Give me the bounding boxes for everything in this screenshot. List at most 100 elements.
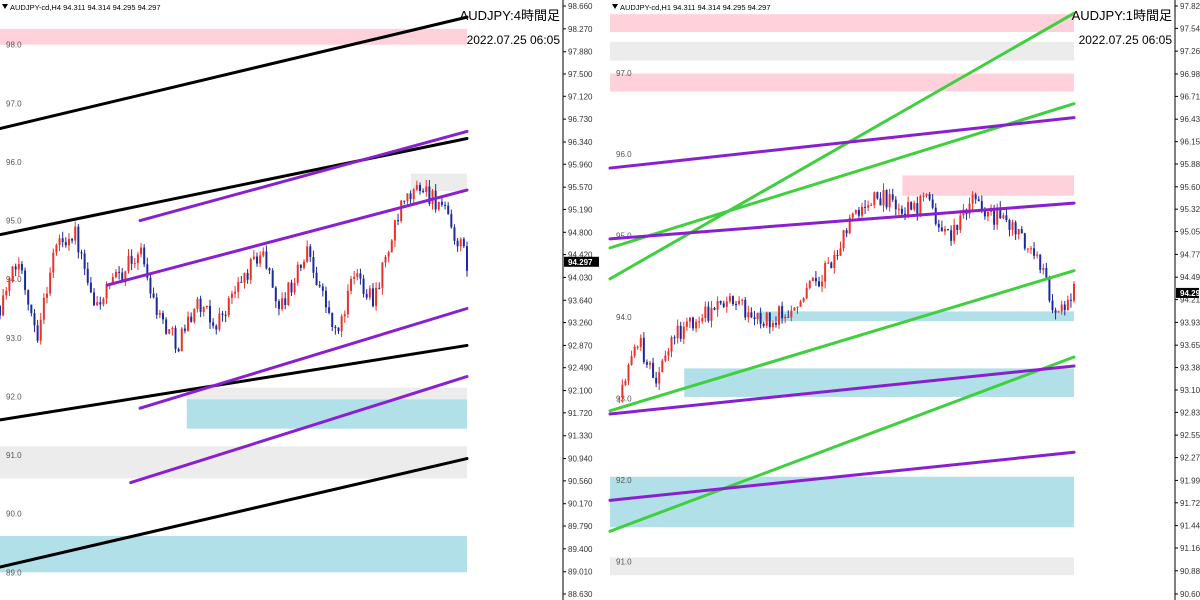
candle-body — [130, 255, 133, 264]
candle-body — [318, 285, 321, 287]
candle-body — [121, 272, 124, 283]
candle-body — [83, 253, 86, 269]
candle-body — [397, 220, 400, 222]
h1-chart-svg[interactable]: 97.0 96.0 95.0 94.0 93.0 92.0 91.0 97.820 97.545… — [607, 0, 1200, 600]
candle-body — [187, 316, 190, 331]
candle-body — [293, 282, 296, 293]
y-tick-label: 97.880 — [568, 48, 593, 57]
y-tick-label: 95.600 — [1180, 183, 1200, 192]
candle-body — [375, 287, 378, 307]
candle-body — [673, 337, 676, 339]
candle-body — [24, 270, 27, 291]
grid-level-label: 89.0 — [6, 568, 22, 577]
candle-body — [165, 319, 168, 334]
panel-divider — [600, 0, 607, 600]
candle-body — [111, 277, 114, 284]
candle-body — [1042, 268, 1045, 270]
candle-body — [102, 298, 105, 305]
candle-body — [710, 307, 713, 321]
candle-body — [784, 316, 787, 319]
dropdown-triangle-icon — [612, 4, 618, 9]
y-tick-label: 95.190 — [568, 205, 593, 214]
candle-body — [897, 208, 900, 210]
y-tick-label: 98.660 — [568, 2, 593, 11]
candle-body — [190, 316, 193, 322]
current-price-label: 94.297 — [568, 258, 593, 267]
candle-body — [390, 240, 393, 253]
candle-body — [284, 298, 287, 306]
candle-body — [947, 229, 950, 231]
grid-level-label: 91.0 — [6, 451, 22, 460]
purple-trendline-4 — [608, 116, 1076, 170]
candle-body — [277, 301, 280, 309]
y-tick-label: 91.165 — [1180, 544, 1200, 553]
candle-body — [77, 226, 80, 253]
candle-body — [1002, 215, 1005, 219]
h4-chart-svg[interactable]: 98.0 97.0 96.0 95.0 94.0 93.0 92.0 91.0 90.0 89.0… — [0, 0, 600, 600]
candle-body — [428, 186, 431, 204]
candle-body — [688, 317, 691, 322]
candle-body — [161, 313, 164, 320]
candle-body — [888, 194, 891, 208]
candle-body — [977, 199, 980, 202]
candle-body — [409, 193, 412, 200]
grid-level-label: 95.0 — [616, 232, 632, 241]
candle-body — [296, 264, 299, 283]
candle-body — [2, 295, 5, 316]
y-tick-label: 95.050 — [1180, 228, 1200, 237]
candle-body — [133, 263, 136, 265]
candle-body — [956, 224, 959, 231]
current-price-label: 94.297 — [1180, 289, 1200, 298]
candle-body — [854, 209, 857, 214]
candle-body — [64, 242, 67, 246]
candle-body — [996, 207, 999, 225]
y-tick-label: 92.275 — [1180, 454, 1200, 463]
candle-body — [959, 215, 962, 231]
y-tick-label: 91.995 — [1180, 476, 1200, 485]
chart-title: AUDJPY:1時間足 — [1072, 8, 1172, 23]
candle-body — [953, 224, 956, 241]
candle-body — [993, 207, 996, 225]
candle-body — [916, 203, 919, 216]
candle-body — [205, 306, 208, 308]
grid-level-label: 96.0 — [616, 150, 632, 159]
candle-body — [155, 297, 158, 315]
candle-body — [290, 282, 293, 293]
y-tick-label: 92.100 — [568, 387, 593, 396]
y-tick-label: 97.820 — [1180, 2, 1200, 11]
candle-body — [652, 362, 655, 378]
h1-chart-panel[interactable]: 97.0 96.0 95.0 94.0 93.0 92.0 91.0 97.820 97.545… — [607, 0, 1200, 600]
y-tick-label: 93.655 — [1180, 341, 1200, 350]
candle-body — [168, 329, 171, 334]
candle-body — [249, 258, 252, 280]
candle-body — [931, 199, 934, 208]
h4-chart-panel[interactable]: 98.0 97.0 96.0 95.0 94.0 93.0 92.0 91.0 90.0 89.0… — [0, 0, 600, 600]
candle-body — [664, 355, 667, 361]
candle-body — [196, 298, 199, 309]
candle-body — [393, 220, 396, 241]
support-zone-4 — [758, 311, 1074, 322]
candle-body — [412, 189, 415, 200]
candle-body — [876, 192, 879, 199]
candle-body — [365, 293, 368, 298]
purple-trendline-7 — [129, 375, 469, 485]
candle-body — [894, 199, 897, 210]
grid-level-label: 90.0 — [6, 510, 22, 519]
y-tick-label: 91.720 — [1180, 499, 1200, 508]
grid-level-label: 91.0 — [616, 557, 632, 566]
candle-body — [1073, 283, 1075, 301]
grid-level-label: 92.0 — [6, 392, 22, 401]
y-tick-label: 94.420 — [568, 251, 593, 260]
candle-body — [735, 304, 738, 306]
candle-body — [867, 205, 870, 208]
purple-trendline-6 — [608, 364, 1076, 416]
candle-body — [907, 202, 910, 217]
candle-body — [722, 303, 725, 307]
candle-body — [11, 266, 14, 278]
candle-body — [36, 325, 39, 341]
candle-body — [5, 290, 8, 296]
candle-body — [633, 346, 636, 357]
candle-body — [17, 264, 20, 270]
candle-body — [833, 254, 836, 268]
green-trendline-3 — [608, 355, 1076, 533]
